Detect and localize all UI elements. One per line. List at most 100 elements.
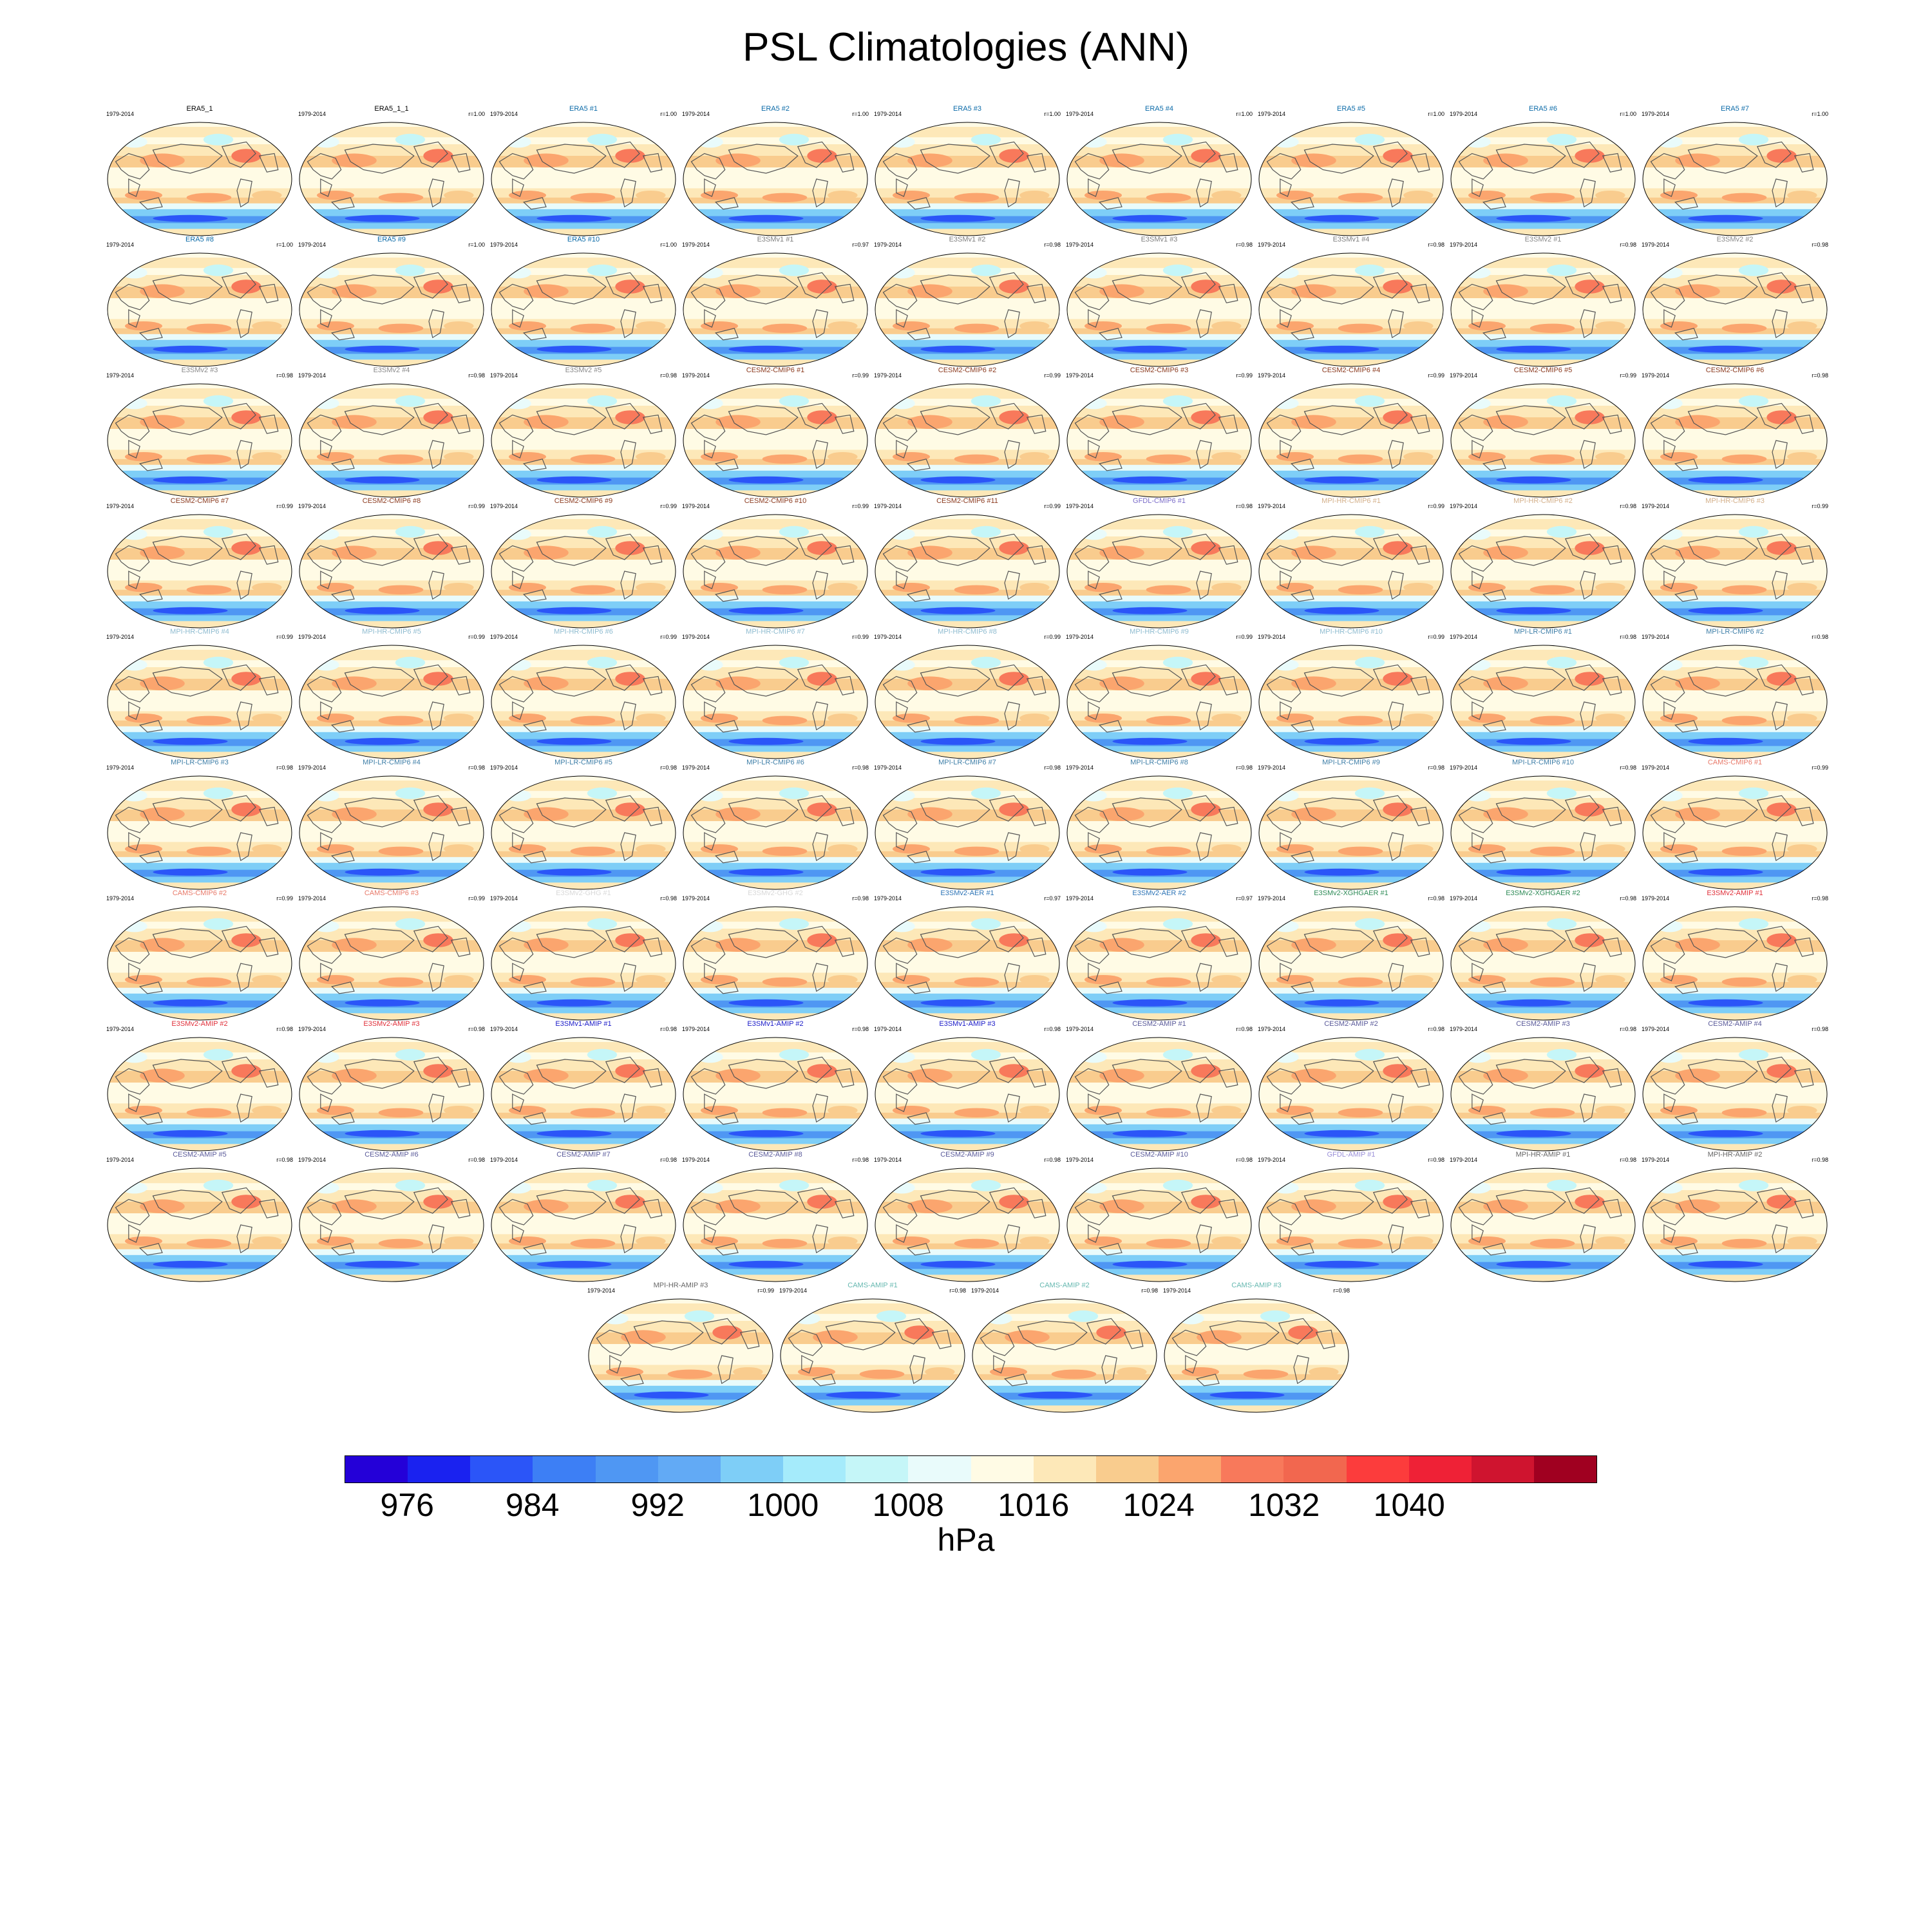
pressure-band bbox=[683, 384, 867, 389]
pressure-band bbox=[491, 470, 676, 478]
panel-period-label: 1979-2014 bbox=[1450, 372, 1478, 379]
coastline bbox=[1664, 833, 1675, 850]
pressure-cell bbox=[1483, 415, 1528, 429]
panel-period-label: 1979-2014 bbox=[490, 634, 518, 640]
panel-period-label: 1979-2014 bbox=[490, 1157, 518, 1163]
panel-title: GFDL-CMIP6 #1 bbox=[1133, 497, 1186, 505]
pressure-cell bbox=[715, 807, 761, 821]
pressure-cell bbox=[423, 933, 453, 947]
coastline bbox=[1219, 545, 1238, 564]
pressure-band bbox=[491, 399, 676, 406]
panel-period-label: 1979-2014 bbox=[298, 503, 327, 509]
map-panel: 1979-2014 MPI-HR-CMIP6 #6 r=0.99 bbox=[490, 628, 677, 762]
map-svg bbox=[491, 1168, 676, 1282]
map-svg bbox=[1450, 1168, 1636, 1282]
coastline bbox=[332, 1113, 354, 1124]
pressure-band bbox=[875, 1052, 1059, 1060]
panel-period-label: 1979-2014 bbox=[106, 503, 135, 509]
coastline bbox=[990, 534, 1023, 560]
panel-title: MPI-LR-CMIP6 #7 bbox=[938, 759, 996, 766]
pressure-band bbox=[1451, 1007, 1635, 1014]
pressure-band bbox=[299, 268, 484, 276]
pressure-band bbox=[1451, 287, 1635, 299]
pressure-cell bbox=[1146, 454, 1191, 464]
map-panel: 1979-2014 ERA5 #1 r=1.00 bbox=[490, 105, 677, 240]
coastline bbox=[1675, 590, 1698, 601]
panel-title: CESM2-AMIP #1 bbox=[1132, 1020, 1186, 1028]
coastline bbox=[798, 795, 831, 821]
pressure-band bbox=[108, 529, 292, 537]
map-svg bbox=[1258, 645, 1444, 759]
pressure-band bbox=[1451, 334, 1635, 341]
coastline bbox=[260, 1068, 278, 1087]
panel-period-label: 1979-2014 bbox=[1258, 1026, 1286, 1032]
panel-correlation-label: r=1.00 bbox=[1236, 111, 1253, 117]
coastline bbox=[884, 153, 917, 179]
pressure-band bbox=[1259, 122, 1443, 128]
pressure-cell bbox=[1787, 452, 1817, 462]
pressure-cell bbox=[1530, 715, 1575, 725]
pressure-band bbox=[108, 229, 292, 236]
pressure-band bbox=[1643, 1183, 1827, 1191]
pressure-band bbox=[1067, 490, 1251, 497]
coastline bbox=[907, 1244, 930, 1255]
panel-title: MPI-HR-CMIP6 #9 bbox=[1130, 628, 1189, 636]
pressure-band bbox=[491, 726, 676, 733]
pressure-cell bbox=[1084, 191, 1122, 200]
pressure-cell bbox=[1084, 714, 1122, 723]
pressure-band bbox=[875, 1274, 1059, 1282]
coastline bbox=[1411, 153, 1430, 172]
coastline bbox=[1099, 590, 1122, 601]
pressure-band bbox=[875, 359, 1059, 366]
pressure-band bbox=[1451, 702, 1635, 712]
pressure-cell bbox=[125, 452, 162, 462]
coastline bbox=[1675, 1113, 1698, 1124]
panel-title: MPI-HR-AMIP #2 bbox=[1707, 1151, 1763, 1159]
map-svg bbox=[1258, 775, 1444, 890]
coastline bbox=[907, 1113, 930, 1124]
coastline bbox=[1027, 284, 1046, 303]
pressure-band bbox=[299, 229, 484, 236]
pressure-band bbox=[1643, 1255, 1827, 1263]
map-svg bbox=[1258, 514, 1444, 629]
map-boundary bbox=[1258, 775, 1444, 890]
pressure-cell bbox=[999, 672, 1029, 686]
map-svg bbox=[299, 906, 484, 1021]
pressure-band bbox=[1259, 1269, 1443, 1276]
coastline bbox=[798, 534, 831, 560]
pressure-band bbox=[1643, 359, 1827, 366]
pressure-band bbox=[683, 601, 867, 609]
panel-title: E3SMv1-AMIP #2 bbox=[747, 1020, 804, 1028]
panel-period-label: 1979-2014 bbox=[1066, 764, 1094, 771]
map-svg bbox=[299, 1168, 484, 1282]
coastline bbox=[643, 284, 662, 303]
pressure-band bbox=[683, 470, 867, 478]
pressure-cell bbox=[920, 214, 996, 222]
pressure-band bbox=[1451, 399, 1635, 406]
pressure-band bbox=[1259, 922, 1443, 929]
coastline bbox=[308, 415, 341, 440]
coastline bbox=[621, 1374, 643, 1386]
panel-correlation-label: r=0.98 bbox=[468, 372, 485, 379]
pressure-band bbox=[1643, 229, 1827, 236]
pressure-cell bbox=[1383, 1195, 1413, 1209]
coastline bbox=[798, 1188, 831, 1213]
pressure-band bbox=[683, 1225, 867, 1235]
pressure-band bbox=[299, 1168, 484, 1173]
pressure-band bbox=[1067, 690, 1251, 703]
pressure-band bbox=[108, 490, 292, 497]
coastline bbox=[1675, 198, 1698, 209]
coastline bbox=[643, 415, 662, 433]
pressure-cell bbox=[524, 284, 569, 298]
coastline bbox=[1113, 536, 1182, 565]
pressure-band bbox=[1643, 209, 1827, 217]
panel-period-label: 1979-2014 bbox=[874, 372, 902, 379]
pressure-cell bbox=[153, 737, 228, 745]
panel-correlation-label: r=0.99 bbox=[1044, 503, 1061, 509]
pressure-band bbox=[1067, 310, 1251, 320]
pressure-band bbox=[1259, 384, 1443, 389]
panel-correlation-label: r=0.98 bbox=[1620, 1157, 1636, 1163]
pressure-band bbox=[299, 911, 484, 923]
pressure-band bbox=[1067, 1249, 1251, 1256]
pressure-cell bbox=[332, 153, 377, 167]
